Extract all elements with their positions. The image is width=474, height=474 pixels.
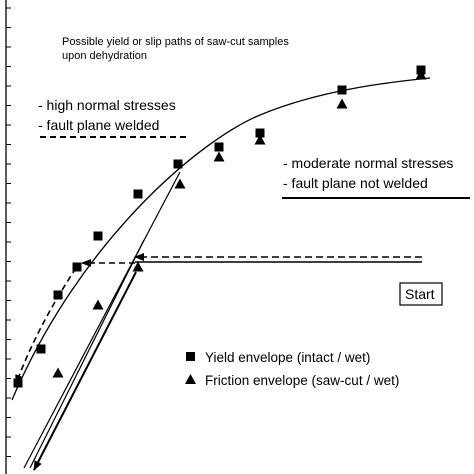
yield-point — [53, 290, 63, 300]
yield-point — [93, 231, 103, 241]
yield-envelope-curve — [11, 77, 431, 401]
yield-point — [337, 85, 347, 95]
annotation-not-welded: - fault plane not welded — [283, 175, 428, 191]
yield-point — [255, 128, 265, 138]
yield-point — [72, 262, 82, 272]
chart-title-line-1: Possible yield or slip paths of saw-cut … — [62, 36, 289, 48]
legend: Yield envelope (intact / wet) Friction e… — [185, 350, 399, 388]
annotation-moderate-stress: - moderate normal stresses — [283, 155, 453, 171]
legend-square-icon — [186, 352, 195, 361]
friction-line-inner — [29, 239, 145, 469]
legend-label-friction: Friction envelope (saw-cut / wet) — [205, 373, 399, 388]
friction-point — [92, 299, 104, 310]
yield-point — [36, 344, 46, 354]
friction-point — [174, 178, 186, 189]
friction-point — [415, 69, 427, 80]
friction-line-outer — [23, 171, 181, 469]
legend-label-yield: Yield envelope (intact / wet) — [205, 350, 370, 365]
start-label: Start — [405, 286, 435, 302]
data-markers — [13, 65, 427, 388]
yield-point — [214, 142, 224, 152]
yield-point — [13, 378, 23, 388]
friction-point — [52, 367, 64, 378]
annotation-high-stress: - high normal stresses — [38, 97, 176, 113]
yield-point — [133, 189, 143, 199]
friction-point — [254, 134, 266, 145]
friction-point — [132, 261, 144, 272]
axes — [5, 0, 11, 474]
annotation-welded: - fault plane welded — [38, 117, 159, 133]
chart-title-line-2: upon dehydration — [62, 50, 147, 62]
friction-point — [336, 98, 348, 109]
yield-path-dashed-down — [15, 267, 77, 385]
legend-triangle-icon — [185, 374, 196, 384]
start-box — [399, 282, 443, 306]
yield-point — [173, 159, 183, 169]
friction-point — [213, 151, 225, 162]
slip-path-solid — [33, 271, 137, 471]
